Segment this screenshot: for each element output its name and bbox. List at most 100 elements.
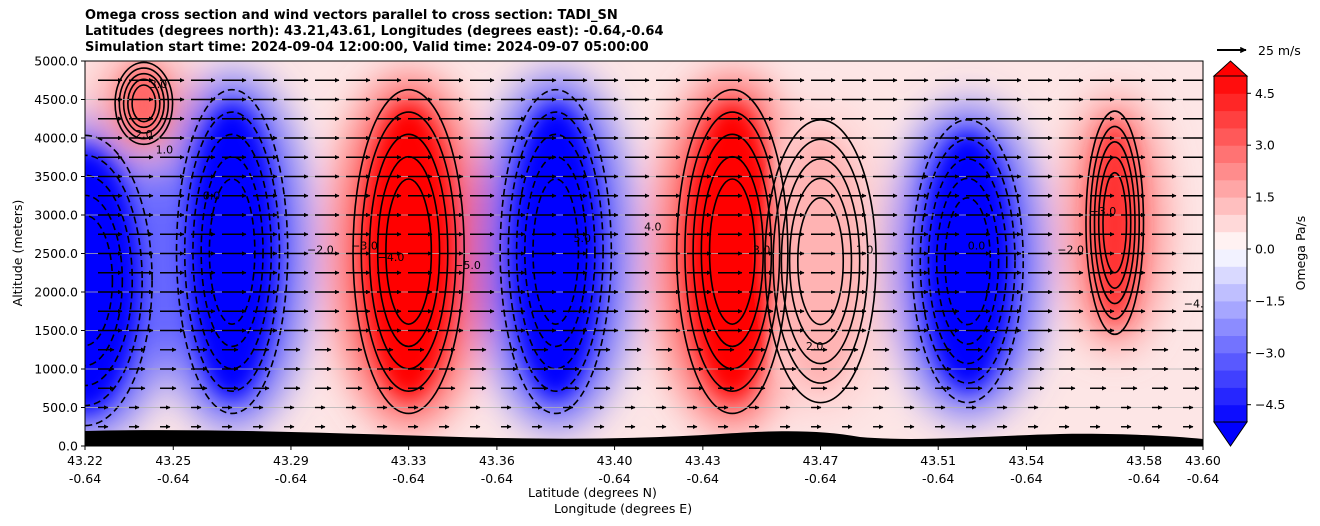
omega-contour	[507, 111, 604, 392]
omega-contour	[85, 154, 143, 407]
x-tick-label-lat: 43.33	[391, 453, 427, 468]
omega-contour	[788, 177, 853, 345]
x-tick-label-lat: 43.54	[1009, 453, 1045, 468]
x-tick-label-lat: 43.36	[479, 453, 515, 468]
x-axis: 43.22 -0.64 43.25 -0.64 43.29 -0.64 43.33 -0.64…	[67, 446, 1221, 486]
contour-label: −3.0	[351, 240, 378, 253]
omega-cell	[775, 132, 866, 390]
omega-contour	[1085, 110, 1145, 336]
colorbar-band	[1214, 231, 1247, 250]
x-tick-label-lat: 43.22	[67, 453, 103, 468]
colorbar-band	[1214, 404, 1247, 423]
x-tick-label-lon: -0.64	[1128, 471, 1160, 486]
colorbar-band	[1214, 335, 1247, 354]
colorbar-band	[1214, 370, 1247, 388]
colorbar-band	[1214, 93, 1247, 112]
y-tick-label: 4000.0	[34, 131, 78, 146]
omega-contour	[499, 88, 613, 415]
x-tick-label-lon: -0.64	[804, 471, 836, 486]
omega-contour	[797, 197, 845, 326]
quiver-key-label: 25 m/s	[1258, 43, 1301, 58]
omega-contour	[114, 61, 174, 146]
omega-cell	[120, 66, 168, 141]
omega-contour	[1102, 171, 1128, 274]
omega-contour	[122, 72, 165, 134]
x-tick-label-lon: -0.64	[69, 471, 101, 486]
y-tick-label: 3500.0	[34, 169, 78, 184]
y-tick-label: 2000.0	[34, 285, 78, 300]
colorbar-tick-label: −3.0	[1255, 345, 1285, 360]
omega-contour	[183, 111, 281, 392]
omega-cell	[1091, 121, 1139, 325]
colorbar-band	[1214, 266, 1247, 285]
x-tick-label-lon: -0.64	[275, 471, 307, 486]
wind-vectors	[98, 78, 1203, 429]
omega-contour	[944, 197, 992, 326]
contour-label: 3.0	[753, 244, 771, 257]
x-tick-label-lat: 43.29	[273, 453, 309, 468]
chart-title-line-1: Omega cross section and wind vectors par…	[85, 8, 618, 23]
y-tick-label: 0.0	[58, 439, 78, 454]
contour-label: −4.0	[1184, 297, 1211, 310]
omega-contour	[911, 118, 1025, 404]
omega-field: 3.02.01.00.0−2.0 −3.0−4.0−5.05.04.03.02.0…	[85, 61, 1211, 446]
colorbar-band	[1214, 214, 1247, 233]
y-tick-label: 2500.0	[34, 246, 78, 261]
omega-contour	[85, 134, 153, 427]
colorbar-tick-label: −1.5	[1255, 293, 1285, 308]
x-tick-label-lat: 43.51	[920, 453, 956, 468]
x-tick-label-lon: -0.64	[598, 471, 630, 486]
omega-contour	[360, 111, 457, 392]
terrain	[85, 430, 1203, 446]
colorbar-band	[1214, 179, 1247, 198]
y-axis-label: Altitude (meters)	[10, 200, 25, 307]
contour-label: 3.0	[150, 78, 168, 91]
omega-cell	[186, 104, 278, 399]
x-tick-label-lon: -0.64	[392, 471, 424, 486]
omega-contour	[131, 84, 157, 123]
omega-contour	[919, 138, 1016, 384]
colorbar-label: Omega Pa/s	[1293, 216, 1308, 291]
x-tick-label-lon: -0.64	[922, 471, 954, 486]
omega-contour	[684, 111, 781, 392]
x-tick-label-lat: 43.47	[803, 453, 839, 468]
x-tick-label-lat: 43.43	[685, 453, 721, 468]
contour-label: −2.0	[1057, 244, 1084, 257]
x-tick-label-lon: -0.64	[1010, 471, 1042, 486]
x-tick-label-lon: -0.64	[687, 471, 719, 486]
omega-contour	[927, 157, 1008, 365]
omega-contour	[175, 88, 289, 415]
omega-contour	[532, 178, 580, 325]
x-tick-label-lon: -0.64	[1187, 471, 1219, 486]
contour-label: 2.0	[135, 128, 153, 141]
omega-contour	[1097, 156, 1132, 289]
y-axis: 0.0 500.0 1000.0 1500.0 2000.0 2500.0 3000.0 35…	[34, 54, 85, 454]
omega-contour	[1089, 125, 1141, 320]
omega-contour	[935, 177, 1000, 345]
omega-contour	[208, 178, 256, 325]
contour-label: −5.0	[454, 259, 481, 272]
colorbar-tick-label: 4.5	[1255, 86, 1275, 101]
contour-label: 0.0	[203, 190, 221, 203]
colorbar-tick-label: 0.0	[1255, 242, 1275, 257]
x-tick-label-lon: -0.64	[157, 471, 189, 486]
contour-label: −2.0	[307, 244, 334, 257]
omega-contour	[127, 78, 161, 129]
contour-label: 0.0	[968, 240, 986, 253]
y-tick-label: 5000.0	[34, 54, 78, 69]
y-tick-label: 4500.0	[34, 92, 78, 107]
colorbar-band	[1214, 249, 1247, 267]
x-axis-label-lon: Longitude (degrees E)	[554, 501, 693, 516]
omega-contour	[352, 88, 466, 415]
colorbar: 4.5 3.0 1.5 0.0 −1.5 −3.0 −4.5 Omega Pa/s	[1212, 60, 1308, 447]
y-tick-label: 500.0	[42, 400, 78, 415]
omega-contour	[1093, 141, 1136, 305]
omega-contour	[764, 118, 877, 404]
colorbar-band	[1214, 197, 1247, 215]
x-tick-label-lat: 43.40	[597, 453, 633, 468]
contour-labels: 3.02.01.00.0−2.0 −3.0−4.0−5.05.04.03.02.0…	[135, 78, 1211, 353]
colorbar-band	[1214, 145, 1247, 163]
y-tick-label: 1000.0	[34, 362, 78, 377]
contour-label: 1.0	[156, 143, 174, 156]
